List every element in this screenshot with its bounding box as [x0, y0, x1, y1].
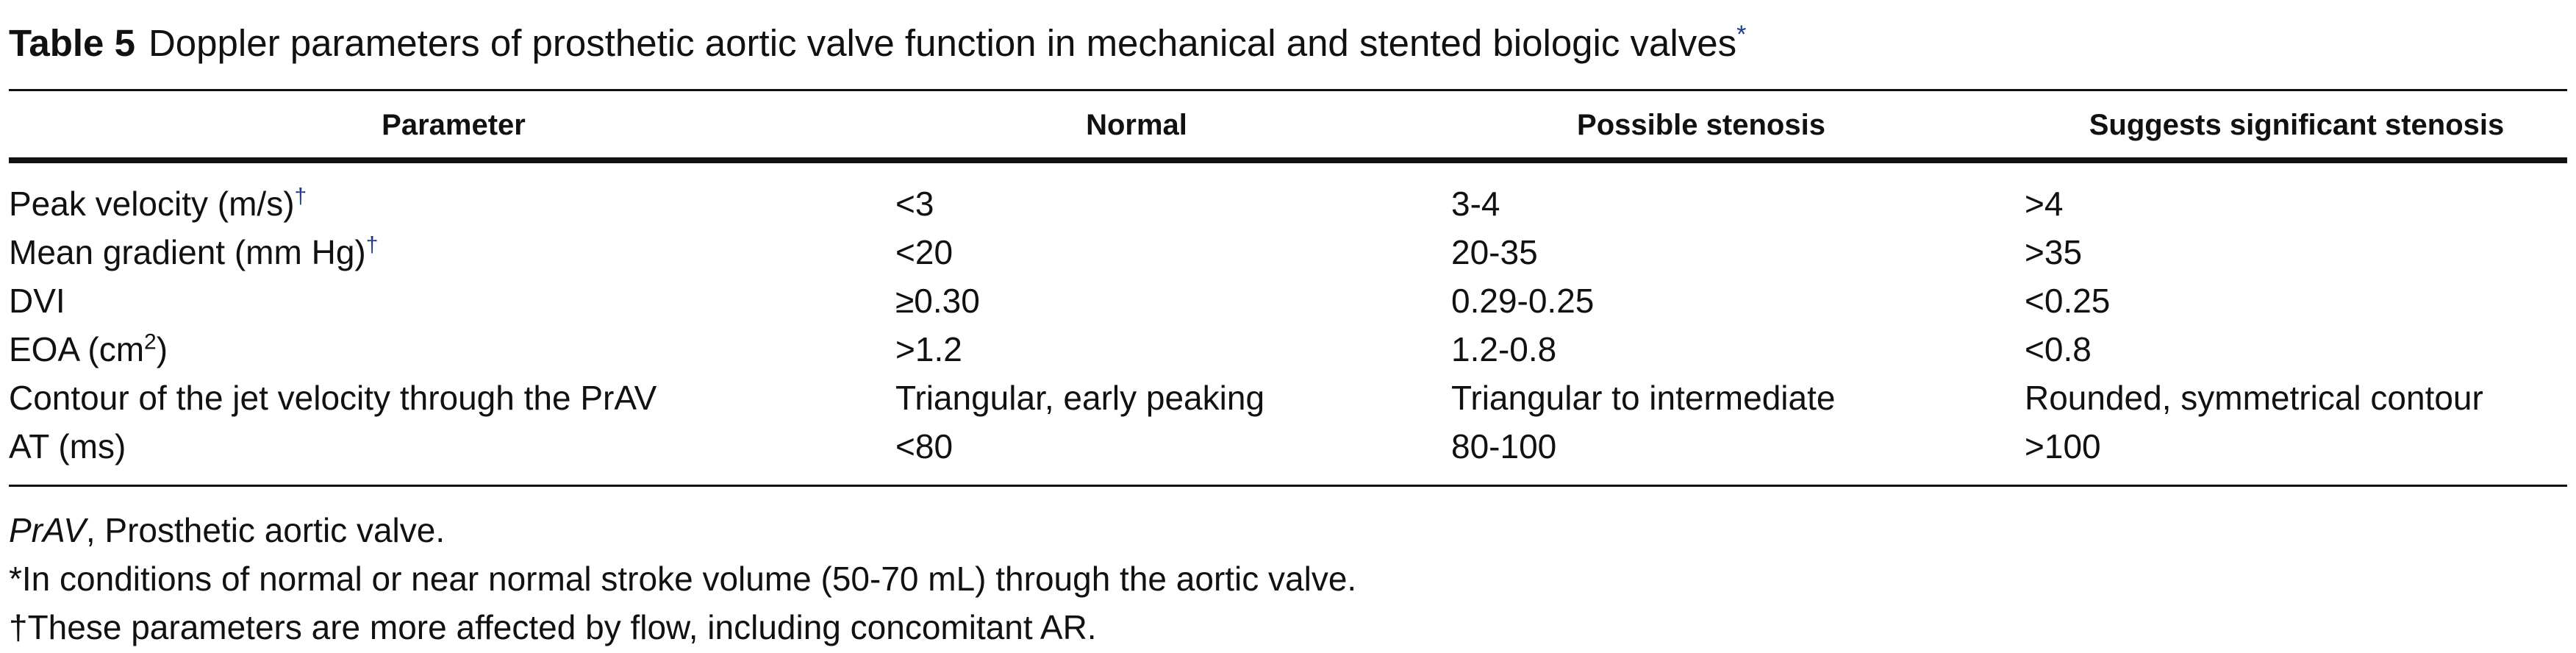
cell-possible-stenosis: 3-4 [1451, 185, 1500, 223]
parameter-text-close: ) [156, 330, 168, 368]
cell-possible-stenosis: 1.2-0.8 [1451, 330, 1557, 368]
cell-normal: <3 [895, 185, 934, 223]
parameter-text: Peak velocity (m/s) [9, 185, 295, 223]
header-possible-stenosis: Possible stenosis [1577, 109, 1825, 141]
cell-significant-stenosis: <0.8 [2025, 330, 2092, 368]
footnote-dagger: †These parameters are more affected by f… [9, 608, 1097, 646]
abbreviation-definition: , Prosthetic aortic valve. [85, 511, 446, 549]
abbreviation-term: PrAV [9, 511, 86, 549]
table-footnotes: PrAV, Prosthetic aortic valve. *In condi… [9, 506, 1356, 652]
cell-parameter: Mean gradient (mm Hg)† [9, 228, 378, 276]
caption-footnote-marker: * [1736, 21, 1747, 49]
cell-parameter: EOA (cm2) [9, 325, 168, 374]
dagger-marker: † [365, 232, 379, 257]
table-bottom-rule [9, 485, 2567, 487]
table-label: Table 5 [9, 22, 135, 64]
footnote-abbreviation: PrAV, Prosthetic aortic valve. [9, 506, 1356, 554]
cell-significant-stenosis: <0.25 [2025, 282, 2111, 320]
dagger-marker: † [294, 184, 307, 209]
cell-significant-stenosis: Rounded, symmetrical contour [2025, 379, 2483, 417]
cell-normal: Triangular, early peaking [895, 379, 1265, 417]
cell-possible-stenosis: Triangular to intermediate [1451, 379, 1836, 417]
cell-parameter: AT (ms) [9, 427, 126, 465]
cell-normal: <20 [895, 233, 954, 271]
cell-possible-stenosis: 0.29-0.25 [1451, 282, 1595, 320]
footnote-star: *In conditions of normal or near normal … [9, 560, 1357, 598]
cell-possible-stenosis: 20-35 [1451, 233, 1538, 271]
table-caption: Table 5 Doppler parameters of prosthetic … [9, 18, 1746, 69]
superscript-two: 2 [144, 329, 157, 354]
cell-possible-stenosis: 80-100 [1451, 427, 1557, 465]
table-header-rule [9, 157, 2567, 163]
header-parameter: Parameter [382, 109, 526, 141]
cell-normal: >1.2 [895, 330, 962, 368]
parameter-text: EOA (cm [9, 330, 145, 368]
cell-parameter: Peak velocity (m/s)† [9, 179, 307, 228]
cell-significant-stenosis: >35 [2025, 233, 2083, 271]
cell-significant-stenosis: >4 [2025, 185, 2064, 223]
cell-significant-stenosis: >100 [2025, 427, 2101, 465]
header-significant-stenosis: Suggests significant stenosis [2089, 109, 2505, 141]
cell-normal: <80 [895, 427, 954, 465]
header-normal: Normal [1086, 109, 1187, 141]
table-top-rule [9, 89, 2567, 91]
cell-parameter: Contour of the jet velocity through the … [9, 379, 657, 417]
table-title: Doppler parameters of prosthetic aortic … [148, 22, 1737, 64]
cell-normal: ≥0.30 [895, 282, 980, 320]
cell-parameter: DVI [9, 282, 65, 320]
parameter-text: Mean gradient (mm Hg) [9, 233, 366, 271]
